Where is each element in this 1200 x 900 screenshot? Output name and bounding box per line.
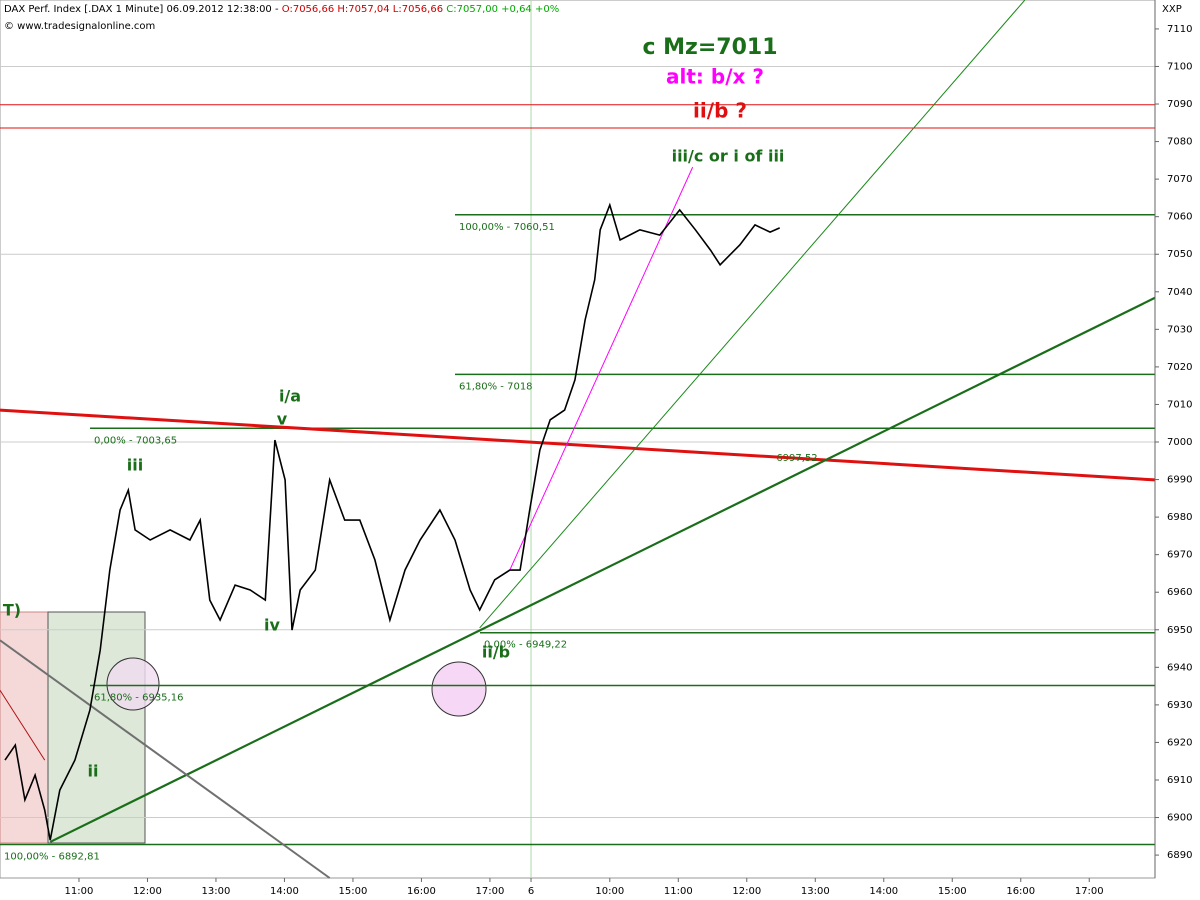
x-tick-label: 6 <box>528 886 534 897</box>
circle-marker <box>106 657 160 711</box>
x-tick-label: 17:00 <box>476 886 505 897</box>
annotation: alt: b/x ? <box>666 65 764 89</box>
annotation: ii/b ? <box>693 99 747 123</box>
annotation: v <box>277 410 288 429</box>
annotation: T) <box>3 601 21 620</box>
y-tick-label: 6970 <box>1167 550 1192 561</box>
x-tick-label: 15:00 <box>938 886 967 897</box>
x-tick-label: 10:00 <box>595 886 624 897</box>
trendline <box>0 408 1156 482</box>
y-tick-label: 7060 <box>1167 212 1192 223</box>
y-tick-label: 6990 <box>1167 475 1192 486</box>
y-tick-label: 7090 <box>1167 99 1192 110</box>
y-tick-label: 6910 <box>1167 775 1192 786</box>
y-tick-label: 6940 <box>1167 662 1192 673</box>
trendline <box>0 689 46 761</box>
x-tick-label: 12:00 <box>732 886 761 897</box>
annotation: iv <box>264 616 280 635</box>
x-tick-label: 15:00 <box>339 886 368 897</box>
y-tick-label: 7040 <box>1167 287 1192 298</box>
y-tick-label: 6930 <box>1167 700 1192 711</box>
annotation: c Mz=7011 <box>642 35 777 60</box>
circle-marker <box>431 661 487 717</box>
y-tick-label: 6980 <box>1167 512 1192 523</box>
x-tick-label: 12:00 <box>133 886 162 897</box>
axis-label: XXP <box>1162 4 1182 15</box>
price-line <box>4 202 781 841</box>
trendline <box>509 166 694 571</box>
annotation: i/a <box>279 387 301 406</box>
trendline <box>479 0 1026 629</box>
header-title: DAX Perf. Index [.DAX 1 Minute] 06.09.20… <box>4 4 559 15</box>
fib-label: 61,80% - 7018 <box>459 381 533 392</box>
x-tick-label: 14:00 <box>869 886 898 897</box>
trendline <box>49 296 1156 843</box>
trendline <box>0 639 331 879</box>
annotation: iii/c or i of iii <box>672 147 785 166</box>
y-tick-label: 6960 <box>1167 587 1192 598</box>
annotation: 6997,52 <box>776 453 817 464</box>
y-tick-label: 7000 <box>1167 437 1192 448</box>
x-tick-label: 11:00 <box>664 886 693 897</box>
fib-label: 100,00% - 7060,51 <box>459 222 555 233</box>
y-tick-label: 6950 <box>1167 625 1192 636</box>
fib-label: 61,80% - 6935,16 <box>94 693 183 704</box>
annotation: ii/b <box>482 643 510 662</box>
plot-area <box>0 0 1156 879</box>
y-tick-label: 6900 <box>1167 813 1192 824</box>
x-tick-label: 17:00 <box>1075 886 1104 897</box>
x-tick-label: 13:00 <box>202 886 231 897</box>
zone-green <box>47 611 146 844</box>
y-tick-label: 7030 <box>1167 324 1192 335</box>
x-tick-label: 13:00 <box>801 886 830 897</box>
x-tick-label: 14:00 <box>270 886 299 897</box>
annotation: ii <box>88 762 99 781</box>
fib-label: 100,00% - 6892,81 <box>4 852 100 863</box>
x-tick-label: 11:00 <box>65 886 94 897</box>
x-tick-label: 16:00 <box>407 886 436 897</box>
grid <box>0 0 1155 878</box>
y-tick-label: 6890 <box>1167 850 1192 861</box>
y-tick-label: 6920 <box>1167 737 1192 748</box>
fib-label: 0,00% - 6949,22 <box>484 640 567 651</box>
y-tick-label: 7100 <box>1167 61 1192 72</box>
y-tick-label: 7110 <box>1167 24 1192 35</box>
y-tick-label: 7080 <box>1167 137 1192 148</box>
marks: 100,00% - 7060,51 61,80% - 7018 0,00% - 70… <box>0 0 1156 879</box>
source: © www.tradesignalonline.com <box>4 21 155 32</box>
y-tick-label: 7020 <box>1167 362 1192 373</box>
y-tick-label: 7070 <box>1167 174 1192 185</box>
fib-label: 0,00% - 7003,65 <box>94 435 177 446</box>
y-tick-label: 7010 <box>1167 399 1192 410</box>
annotation: iii <box>127 456 143 475</box>
x-tick-label: 16:00 <box>1006 886 1035 897</box>
y-tick-label: 7050 <box>1167 249 1192 260</box>
